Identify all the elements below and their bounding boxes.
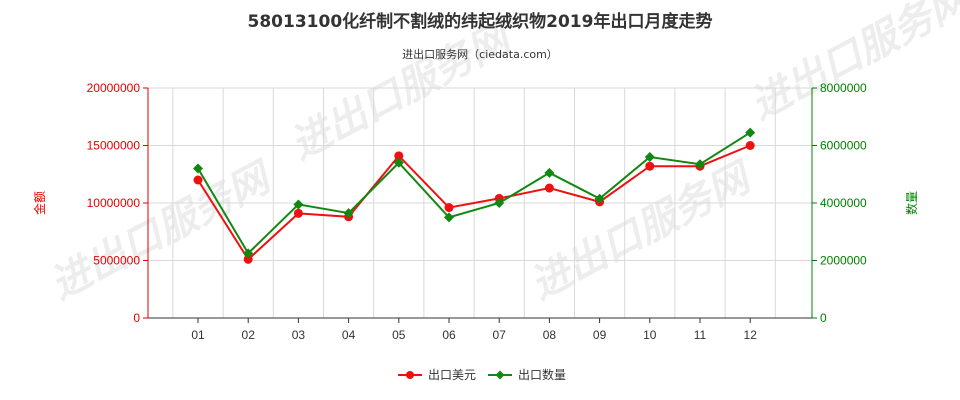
right-tick-label: 6000000: [820, 139, 867, 153]
right-tick-label: 4000000: [820, 196, 867, 210]
series-line-2: [197, 131, 751, 255]
series-1-point: [193, 175, 203, 185]
series-1-point: [293, 208, 303, 218]
x-tick-label: 08: [543, 328, 557, 342]
left-tick-label: 0: [133, 311, 140, 325]
ticks: 0 5000000 10000000 15000000 20000000 0 2000000…: [87, 81, 867, 342]
series-2-point: [293, 199, 304, 210]
series-2-point: [745, 127, 756, 138]
series-layer: [193, 127, 756, 264]
watermark-text: 进出口服务网: [523, 153, 762, 309]
x-tick-label: 11: [694, 328, 707, 342]
legend-label-2: 出口数量: [518, 367, 566, 382]
right-tick-label: 2000000: [820, 254, 867, 268]
series-2-point: [544, 167, 555, 178]
left-tick-label: 20000000: [87, 81, 141, 95]
watermark-text: 进出口服务网: [43, 153, 282, 309]
right-tick-label: 8000000: [820, 81, 867, 95]
series-1-point: [243, 254, 253, 264]
chart-title: 58013100化纤制不割绒的纬起绒织物2019年出口月度走势: [248, 11, 713, 32]
series-2-point: [594, 193, 605, 204]
legend: 出口美元 出口数量: [398, 367, 566, 382]
series-line-1: [197, 144, 751, 261]
series-2-point: [393, 157, 404, 168]
series-1-point: [745, 141, 755, 150]
series-2-point: [444, 212, 454, 223]
grid: [148, 87, 812, 318]
series-2-point: [343, 208, 354, 219]
x-tick-label: 04: [342, 328, 356, 342]
series-1-point: [444, 203, 454, 213]
series-2-point: [644, 152, 655, 162]
left-tick-label: 15000000: [87, 139, 141, 153]
right-axis-title: 数量: [904, 191, 919, 215]
legend-marker-1: [406, 371, 414, 379]
series-1-point: [645, 161, 655, 171]
series-1-point: [394, 151, 404, 161]
right-tick-label: 0: [820, 311, 827, 325]
x-tick-label: 01: [191, 328, 205, 342]
left-tick-label: 10000000: [87, 196, 141, 210]
chart-subtitle: 进出口服务网（ciedata.com）: [402, 47, 558, 61]
x-tick-label: 05: [392, 328, 406, 342]
series-2-point: [243, 248, 254, 259]
left-tick-label: 5000000: [93, 254, 140, 268]
legend-label-1: 出口美元: [428, 368, 476, 382]
series-2-point: [695, 159, 705, 170]
x-tick-label: 12: [744, 328, 758, 342]
x-tick-label: 07: [493, 328, 507, 342]
legend-marker-2: [495, 370, 505, 380]
series-2-point: [494, 198, 505, 208]
left-axis-title: 金额: [32, 191, 47, 215]
x-tick-label: 02: [242, 328, 256, 342]
x-tick-label: 03: [292, 328, 306, 342]
x-tick-label: 09: [593, 328, 607, 342]
x-tick-label: 10: [643, 328, 657, 342]
series-2-point: [193, 163, 203, 174]
x-tick-label: 06: [442, 328, 456, 342]
series-1-point: [544, 183, 554, 193]
